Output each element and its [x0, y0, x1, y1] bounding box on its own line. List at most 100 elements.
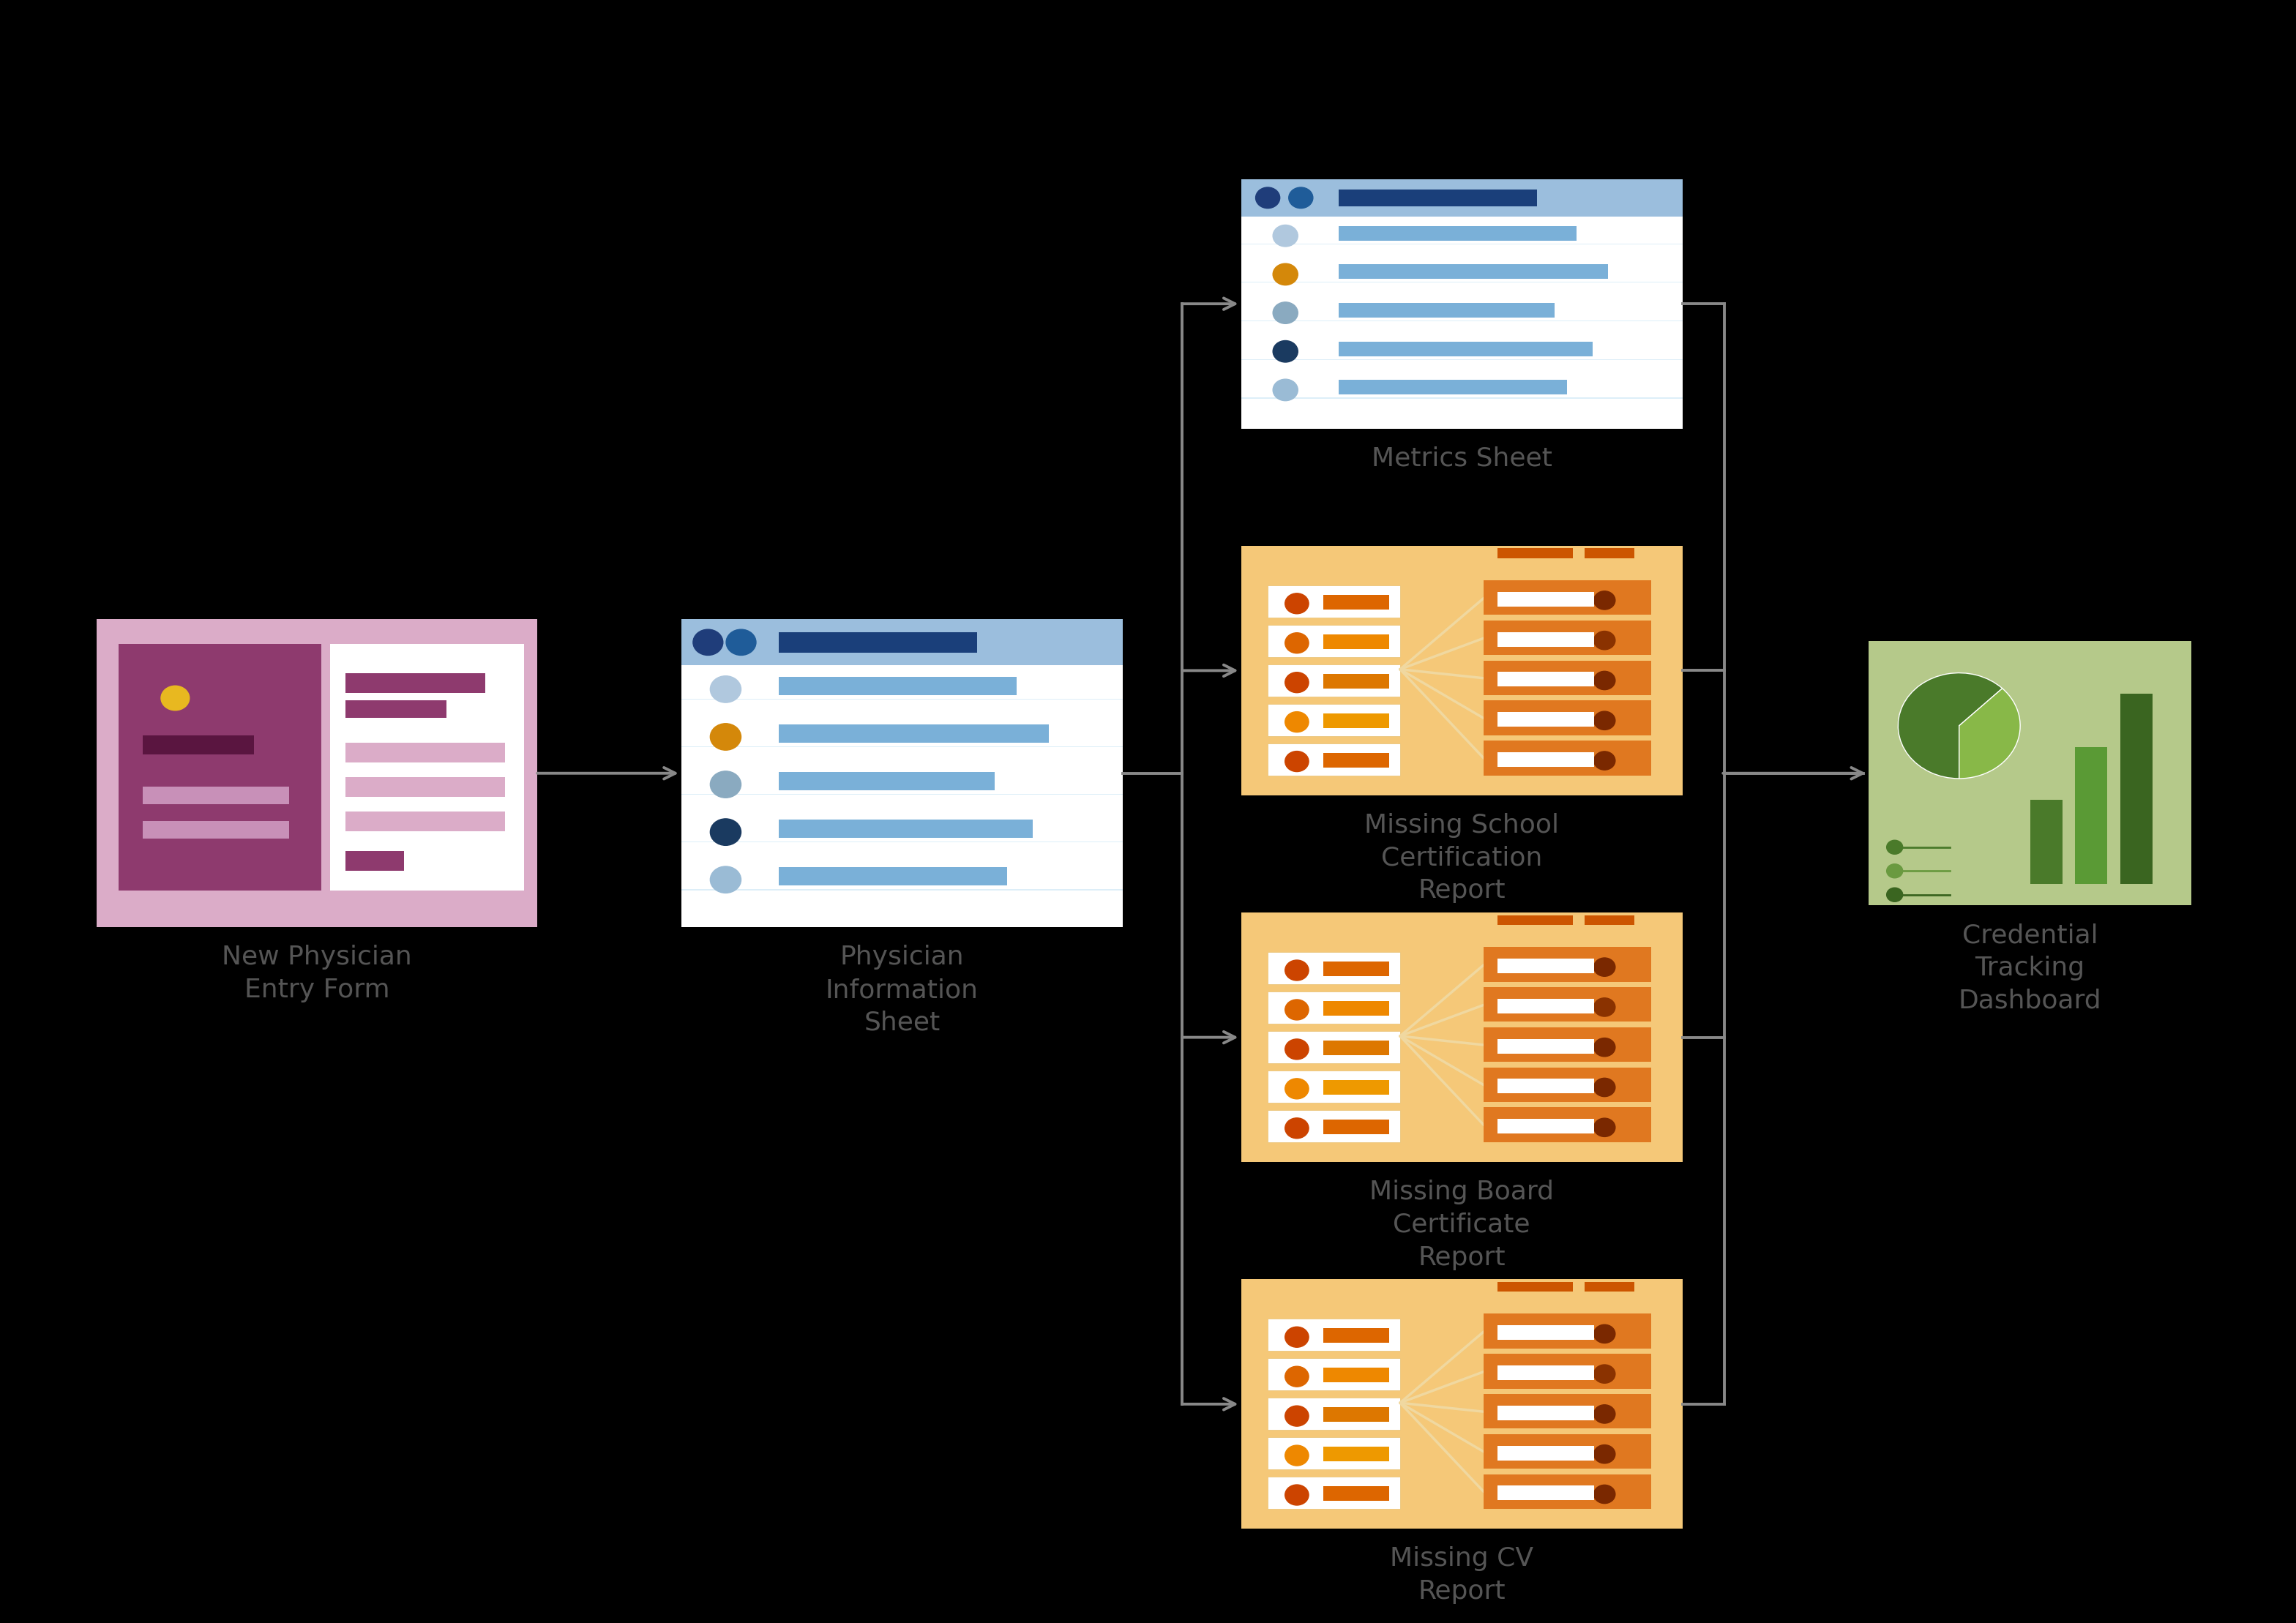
Circle shape — [1593, 1324, 1614, 1344]
Circle shape — [709, 818, 742, 846]
Bar — [1322, 635, 1389, 649]
Bar — [778, 724, 1049, 743]
Bar — [1267, 1477, 1401, 1509]
Circle shape — [1286, 751, 1309, 771]
Bar — [1483, 740, 1651, 776]
Bar — [1483, 1107, 1651, 1143]
Circle shape — [1593, 1365, 1614, 1383]
Circle shape — [1286, 594, 1309, 613]
Bar — [682, 665, 1123, 927]
Bar — [1339, 265, 1607, 279]
Bar — [778, 773, 994, 790]
Circle shape — [1593, 1039, 1614, 1057]
FancyBboxPatch shape — [1242, 912, 1683, 1162]
Circle shape — [1286, 1485, 1309, 1505]
Bar — [2030, 800, 2062, 885]
Wedge shape — [1899, 674, 2002, 779]
Text: Missing CV
Report: Missing CV Report — [1389, 1547, 1534, 1604]
Circle shape — [1286, 1444, 1309, 1466]
Bar — [1267, 664, 1401, 696]
Bar — [1497, 915, 1573, 925]
Bar — [778, 631, 978, 652]
Circle shape — [709, 675, 742, 703]
Bar — [2119, 695, 2154, 885]
Text: Missing Board
Certificate
Report: Missing Board Certificate Report — [1371, 1180, 1554, 1271]
Circle shape — [1272, 341, 1297, 362]
Bar — [1242, 216, 1683, 428]
Circle shape — [726, 630, 755, 656]
Circle shape — [1593, 751, 1614, 769]
Circle shape — [1286, 1000, 1309, 1019]
Bar — [778, 867, 1008, 886]
Bar — [1267, 992, 1401, 1024]
Bar — [1322, 1328, 1389, 1342]
Bar — [142, 735, 255, 755]
Bar — [1497, 1485, 1593, 1500]
Bar — [1497, 1039, 1593, 1053]
Bar — [1322, 753, 1389, 768]
Bar — [347, 674, 484, 693]
Bar — [2076, 747, 2108, 885]
Bar — [1497, 959, 1593, 974]
Bar — [1322, 1446, 1389, 1461]
Circle shape — [1887, 841, 1903, 854]
FancyBboxPatch shape — [119, 644, 321, 891]
Bar — [1322, 1487, 1389, 1501]
Circle shape — [1272, 263, 1297, 286]
Circle shape — [1256, 187, 1279, 208]
Bar — [1483, 1027, 1651, 1061]
Bar — [1483, 1313, 1651, 1349]
FancyBboxPatch shape — [682, 620, 1123, 927]
FancyBboxPatch shape — [1242, 179, 1683, 428]
Bar — [1584, 1282, 1635, 1292]
Bar — [1483, 661, 1651, 695]
Bar — [1497, 998, 1593, 1013]
Bar — [347, 742, 505, 763]
Bar — [1322, 594, 1389, 609]
Bar — [778, 820, 1033, 837]
Bar — [1483, 1394, 1651, 1428]
Bar — [347, 777, 505, 797]
Circle shape — [1286, 1328, 1309, 1347]
Circle shape — [709, 867, 742, 893]
Circle shape — [1286, 633, 1309, 652]
Bar — [1267, 1071, 1401, 1102]
Bar — [347, 850, 404, 870]
Circle shape — [1593, 711, 1614, 730]
Bar — [1483, 1435, 1651, 1469]
Circle shape — [1593, 1078, 1614, 1097]
Bar — [1267, 743, 1401, 776]
Bar — [1483, 581, 1651, 615]
Circle shape — [1286, 672, 1309, 693]
Bar — [1497, 592, 1593, 607]
Bar — [1267, 1319, 1401, 1350]
FancyBboxPatch shape — [331, 644, 523, 891]
Bar — [1497, 1118, 1593, 1133]
Bar — [1322, 1407, 1389, 1422]
Bar — [1497, 1079, 1593, 1094]
Bar — [142, 821, 289, 839]
Circle shape — [1887, 863, 1903, 878]
Bar — [1497, 712, 1593, 727]
Circle shape — [1286, 1078, 1309, 1099]
Bar — [1267, 1438, 1401, 1469]
Bar — [1497, 631, 1593, 646]
FancyBboxPatch shape — [1242, 545, 1683, 795]
Circle shape — [1286, 1118, 1309, 1138]
Bar — [1322, 1120, 1389, 1134]
Bar — [1267, 586, 1401, 617]
Circle shape — [1593, 1485, 1614, 1503]
Bar — [1497, 751, 1593, 766]
Circle shape — [161, 687, 188, 711]
Bar — [1497, 1406, 1593, 1420]
Circle shape — [1593, 631, 1614, 649]
Wedge shape — [1958, 688, 2020, 779]
Circle shape — [1593, 998, 1614, 1016]
Bar — [1497, 1446, 1593, 1461]
Text: Missing School
Certification
Report: Missing School Certification Report — [1364, 813, 1559, 904]
Bar — [778, 677, 1017, 695]
Bar — [1267, 1358, 1401, 1391]
Bar — [1497, 1282, 1573, 1292]
Circle shape — [1286, 712, 1309, 732]
Bar — [1267, 953, 1401, 984]
